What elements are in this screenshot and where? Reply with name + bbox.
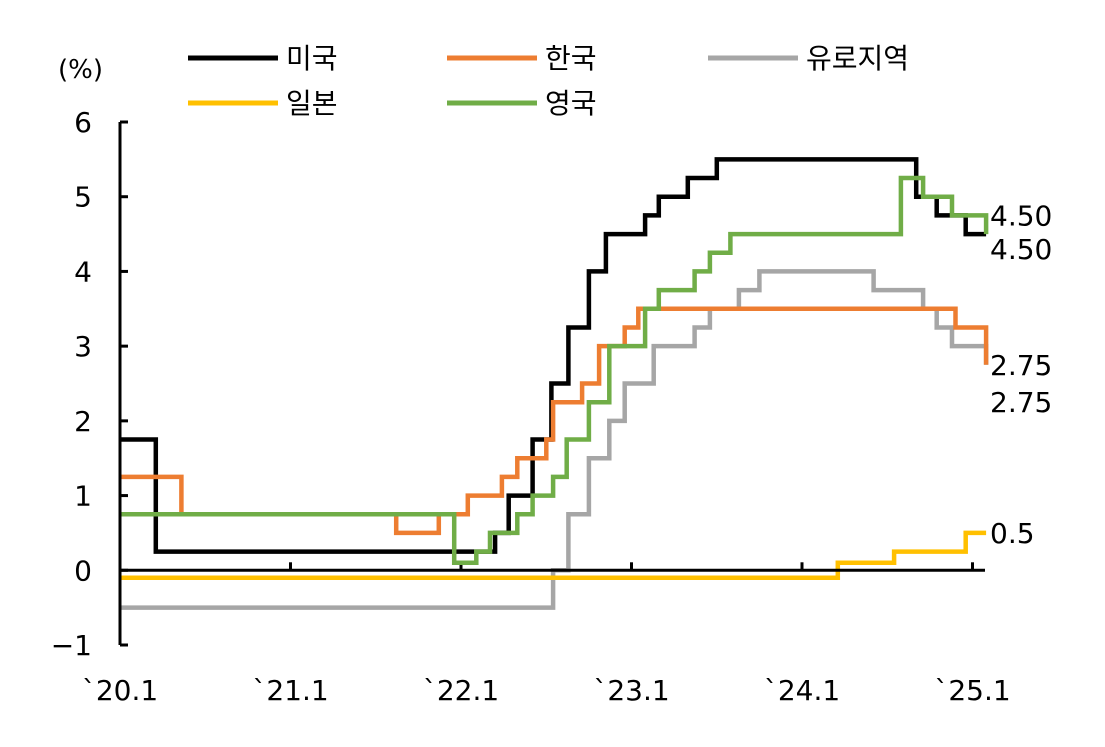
legend-label-영국: 영국 <box>545 87 597 120</box>
y-tick-label: 0 <box>74 554 92 587</box>
x-tick-label: `20.1 <box>82 674 158 707</box>
legend-label-유로지역: 유로지역 <box>806 42 909 75</box>
end-value-labels: 4.504.50 2.75 2.75 0.5 <box>990 199 1052 550</box>
legend-label-일본: 일본 <box>286 87 338 120</box>
y-tick-label: 4 <box>74 255 92 288</box>
x-tick-label: `21.1 <box>252 674 328 707</box>
series-lines <box>120 157 989 610</box>
x-tick-label: `24.1 <box>764 674 840 707</box>
x-tick-label: `23.1 <box>593 674 669 707</box>
end-value-label: 4.50 <box>990 199 1052 232</box>
y-axis-ticks: −1 0 1 2 3 4 5 6 <box>51 106 128 662</box>
y-tick-label: 2 <box>74 405 92 438</box>
series-line-일본 <box>120 530 987 581</box>
y-tick-label: 6 <box>74 106 92 139</box>
end-value-label: 0.5 <box>990 517 1035 550</box>
legend-label-한국: 한국 <box>545 42 597 75</box>
y-axis-unit-label: (%) <box>58 55 103 85</box>
y-tick-label: 3 <box>74 330 92 363</box>
y-tick-label: 1 <box>74 480 92 513</box>
series-line-영국 <box>120 175 989 566</box>
x-tick-label: `22.1 <box>423 674 499 707</box>
legend-label-미국: 미국 <box>286 42 338 75</box>
end-value-label: 4.50 <box>990 233 1052 266</box>
x-tick-label: `25.1 <box>934 674 1010 707</box>
axes <box>118 122 985 645</box>
x-axis-ticks: `20.1 `21.1 `22.1 `23.1 `24.1 `25.1 <box>82 562 1011 707</box>
end-value-label: 2.75 <box>990 386 1052 419</box>
series-line-한국 <box>120 306 989 536</box>
y-tick-label: −1 <box>51 629 92 662</box>
end-value-label: 2.75 <box>990 349 1052 382</box>
y-tick-label: 5 <box>74 181 92 214</box>
